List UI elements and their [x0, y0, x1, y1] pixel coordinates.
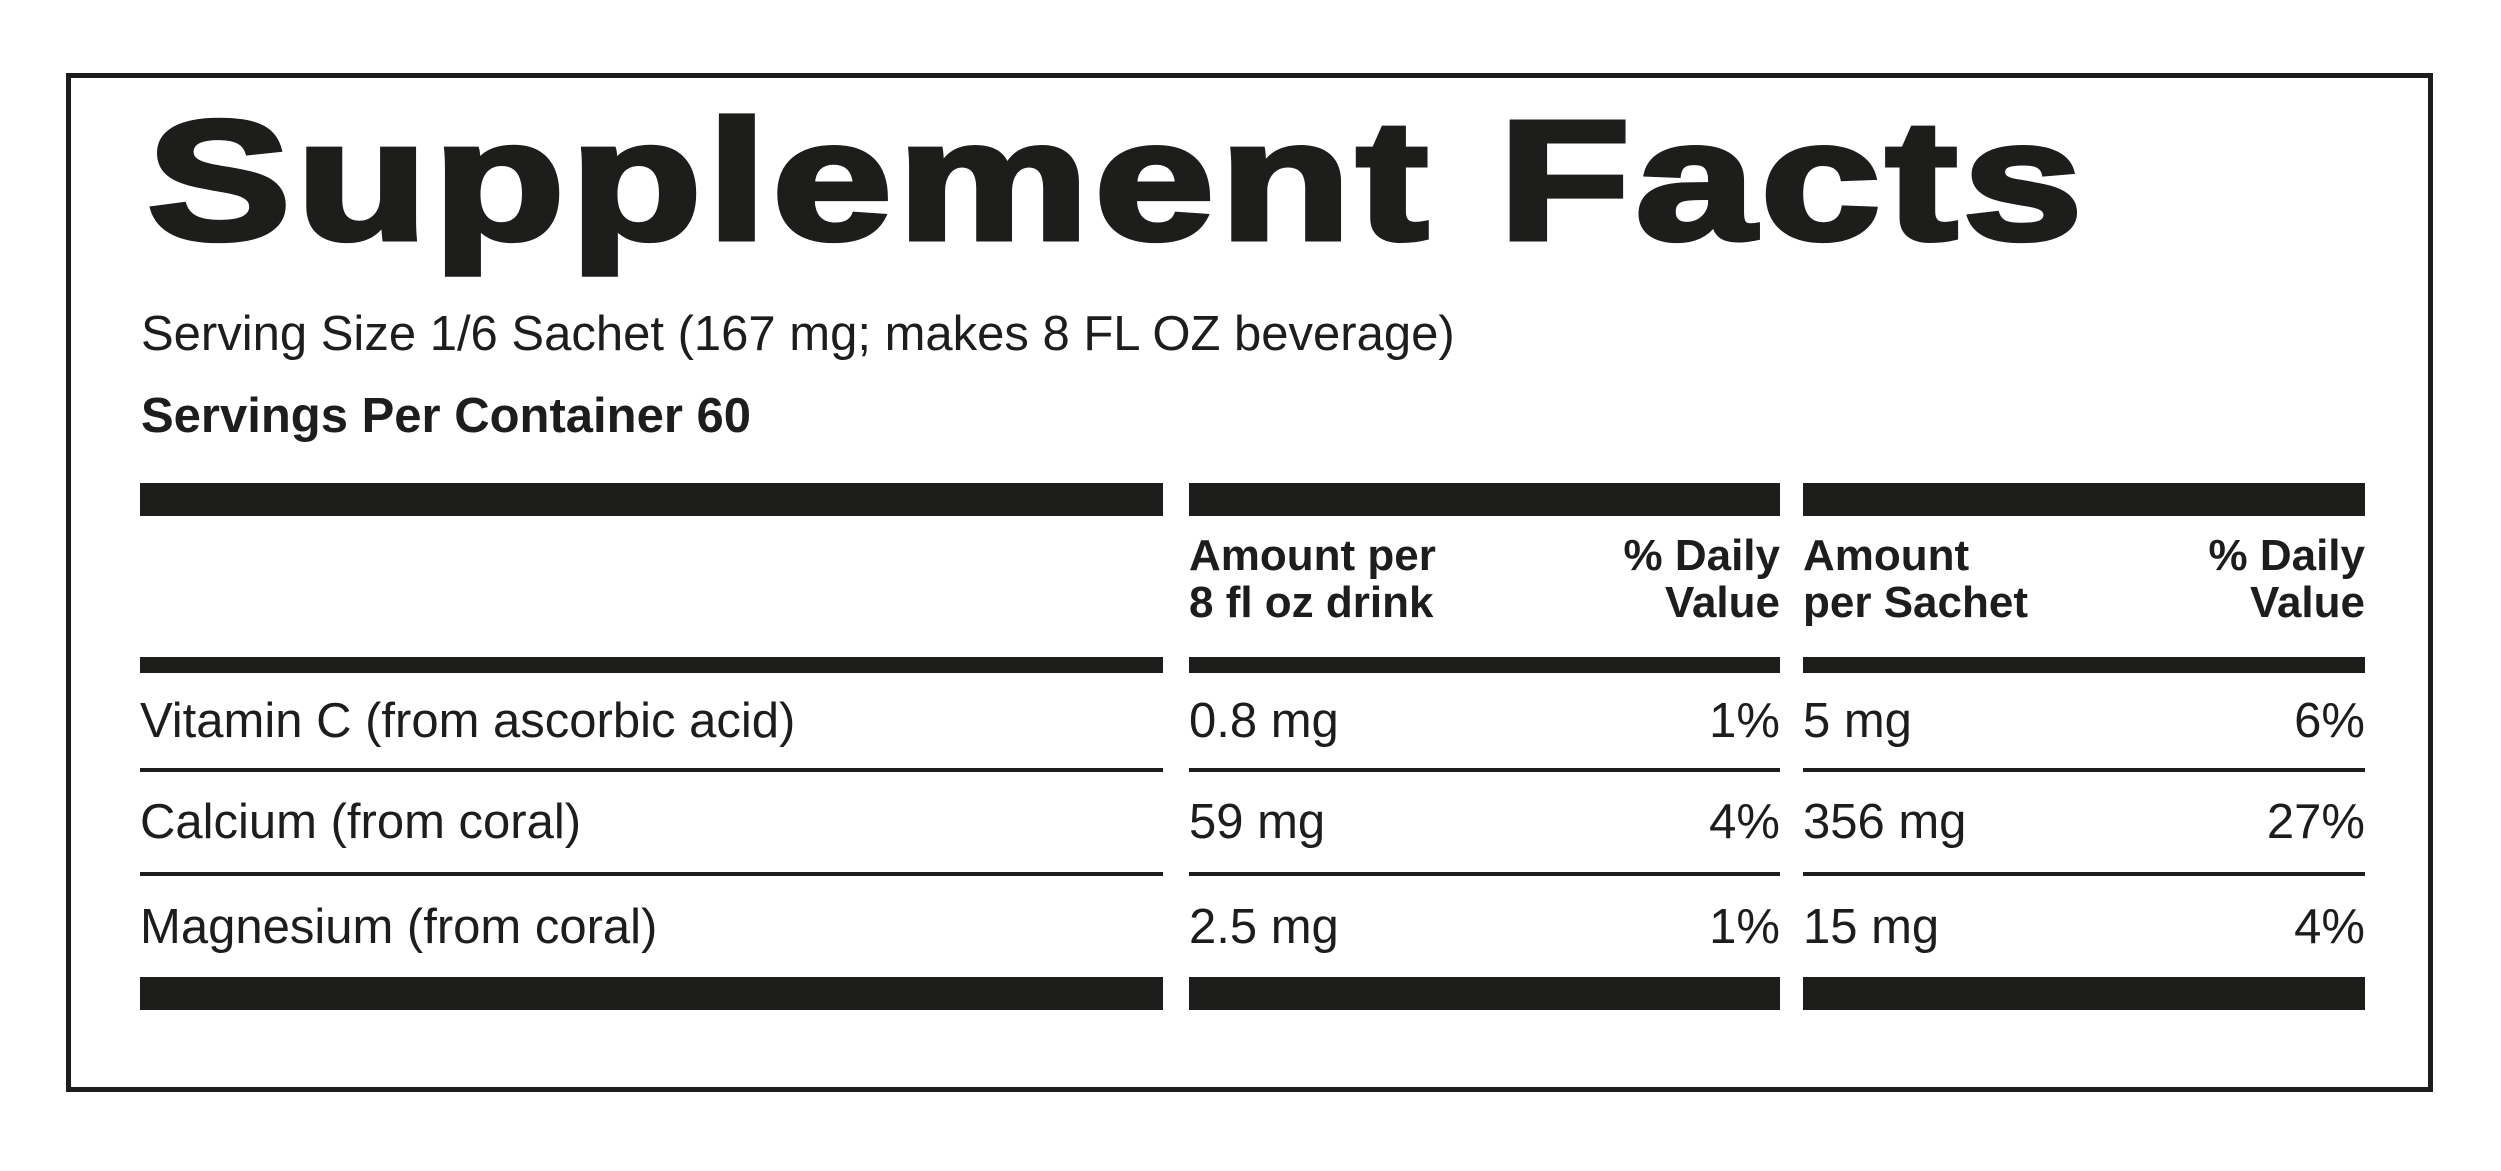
row-segment-drink: 2.5 mg 1%	[1189, 876, 1780, 977]
row-segment-sachet: 356 mg 27%	[1803, 772, 2365, 876]
row-segment-drink: 59 mg 4%	[1189, 772, 1780, 876]
header-daily-value-sachet: % Daily Value	[2208, 531, 2365, 627]
amount-per-sachet-value: 356 mg	[1803, 795, 1967, 849]
header-names-spacer	[140, 516, 1163, 657]
label-border	[66, 73, 2433, 1092]
daily-value-sachet-value: 4%	[2294, 899, 2365, 954]
facts-table: Amount per 8 fl oz drink % Daily Value A…	[140, 483, 2365, 1010]
amount-per-drink-value: 2.5 mg	[1189, 899, 1339, 954]
header-amount-per-sachet: Amount per Sachet	[1803, 531, 2028, 627]
label-title: Supplement Facts	[144, 86, 2088, 276]
row-segment-name: Vitamin C (from ascorbic acid)	[140, 673, 1163, 772]
table-row-magnesium: Magnesium (from coral) 2.5 mg 1% 15 mg 4…	[140, 876, 2365, 977]
servings-per-container-line: Servings Per Container 60	[141, 389, 752, 443]
row-segment-name: Magnesium (from coral)	[140, 876, 1163, 977]
amount-per-sachet-value: 15 mg	[1803, 899, 1940, 954]
top-bar-segment-sachet	[1803, 483, 2365, 516]
row-segment-name: Calcium (from coral)	[140, 772, 1163, 876]
daily-value-drink-value: 1%	[1709, 693, 1780, 748]
top-bar-segment-drink	[1189, 483, 1780, 516]
daily-value-sachet-value: 6%	[2294, 693, 2365, 748]
nutrient-name: Vitamin C (from ascorbic acid)	[140, 693, 796, 748]
header-amount-per-drink: Amount per 8 fl oz drink	[1189, 531, 1436, 627]
daily-value-drink-value: 1%	[1709, 899, 1780, 954]
top-bar-segment-names	[140, 483, 1163, 516]
header-bottom-bar	[140, 657, 2365, 673]
table-top-bar	[140, 483, 2365, 516]
daily-value-drink-value: 4%	[1709, 795, 1780, 849]
amount-per-drink-value: 0.8 mg	[1189, 693, 1339, 748]
table-header-row: Amount per 8 fl oz drink % Daily Value A…	[140, 516, 2365, 657]
row-segment-sachet: 5 mg 6%	[1803, 673, 2365, 772]
amount-per-sachet-value: 5 mg	[1803, 693, 1912, 748]
row-segment-sachet: 15 mg 4%	[1803, 876, 2365, 977]
daily-value-sachet-value: 27%	[2266, 795, 2365, 849]
amount-per-drink-value: 59 mg	[1189, 795, 1326, 849]
table-row-calcium: Calcium (from coral) 59 mg 4% 356 mg 27%	[140, 772, 2365, 876]
header-segment-sachet: Amount per Sachet % Daily Value	[1803, 516, 2365, 657]
nutrient-name: Magnesium (from coral)	[140, 899, 658, 954]
table-row-vitamin-c: Vitamin C (from ascorbic acid) 0.8 mg 1%…	[140, 673, 2365, 772]
serving-size-line: Serving Size 1/6 Sachet (167 mg; makes 8…	[141, 307, 1455, 361]
nutrient-name: Calcium (from coral)	[140, 795, 582, 849]
table-bottom-bar	[140, 977, 2365, 1010]
row-segment-drink: 0.8 mg 1%	[1189, 673, 1780, 772]
header-daily-value-drink: % Daily Value	[1623, 531, 1780, 627]
header-segment-drink: Amount per 8 fl oz drink % Daily Value	[1189, 516, 1780, 657]
